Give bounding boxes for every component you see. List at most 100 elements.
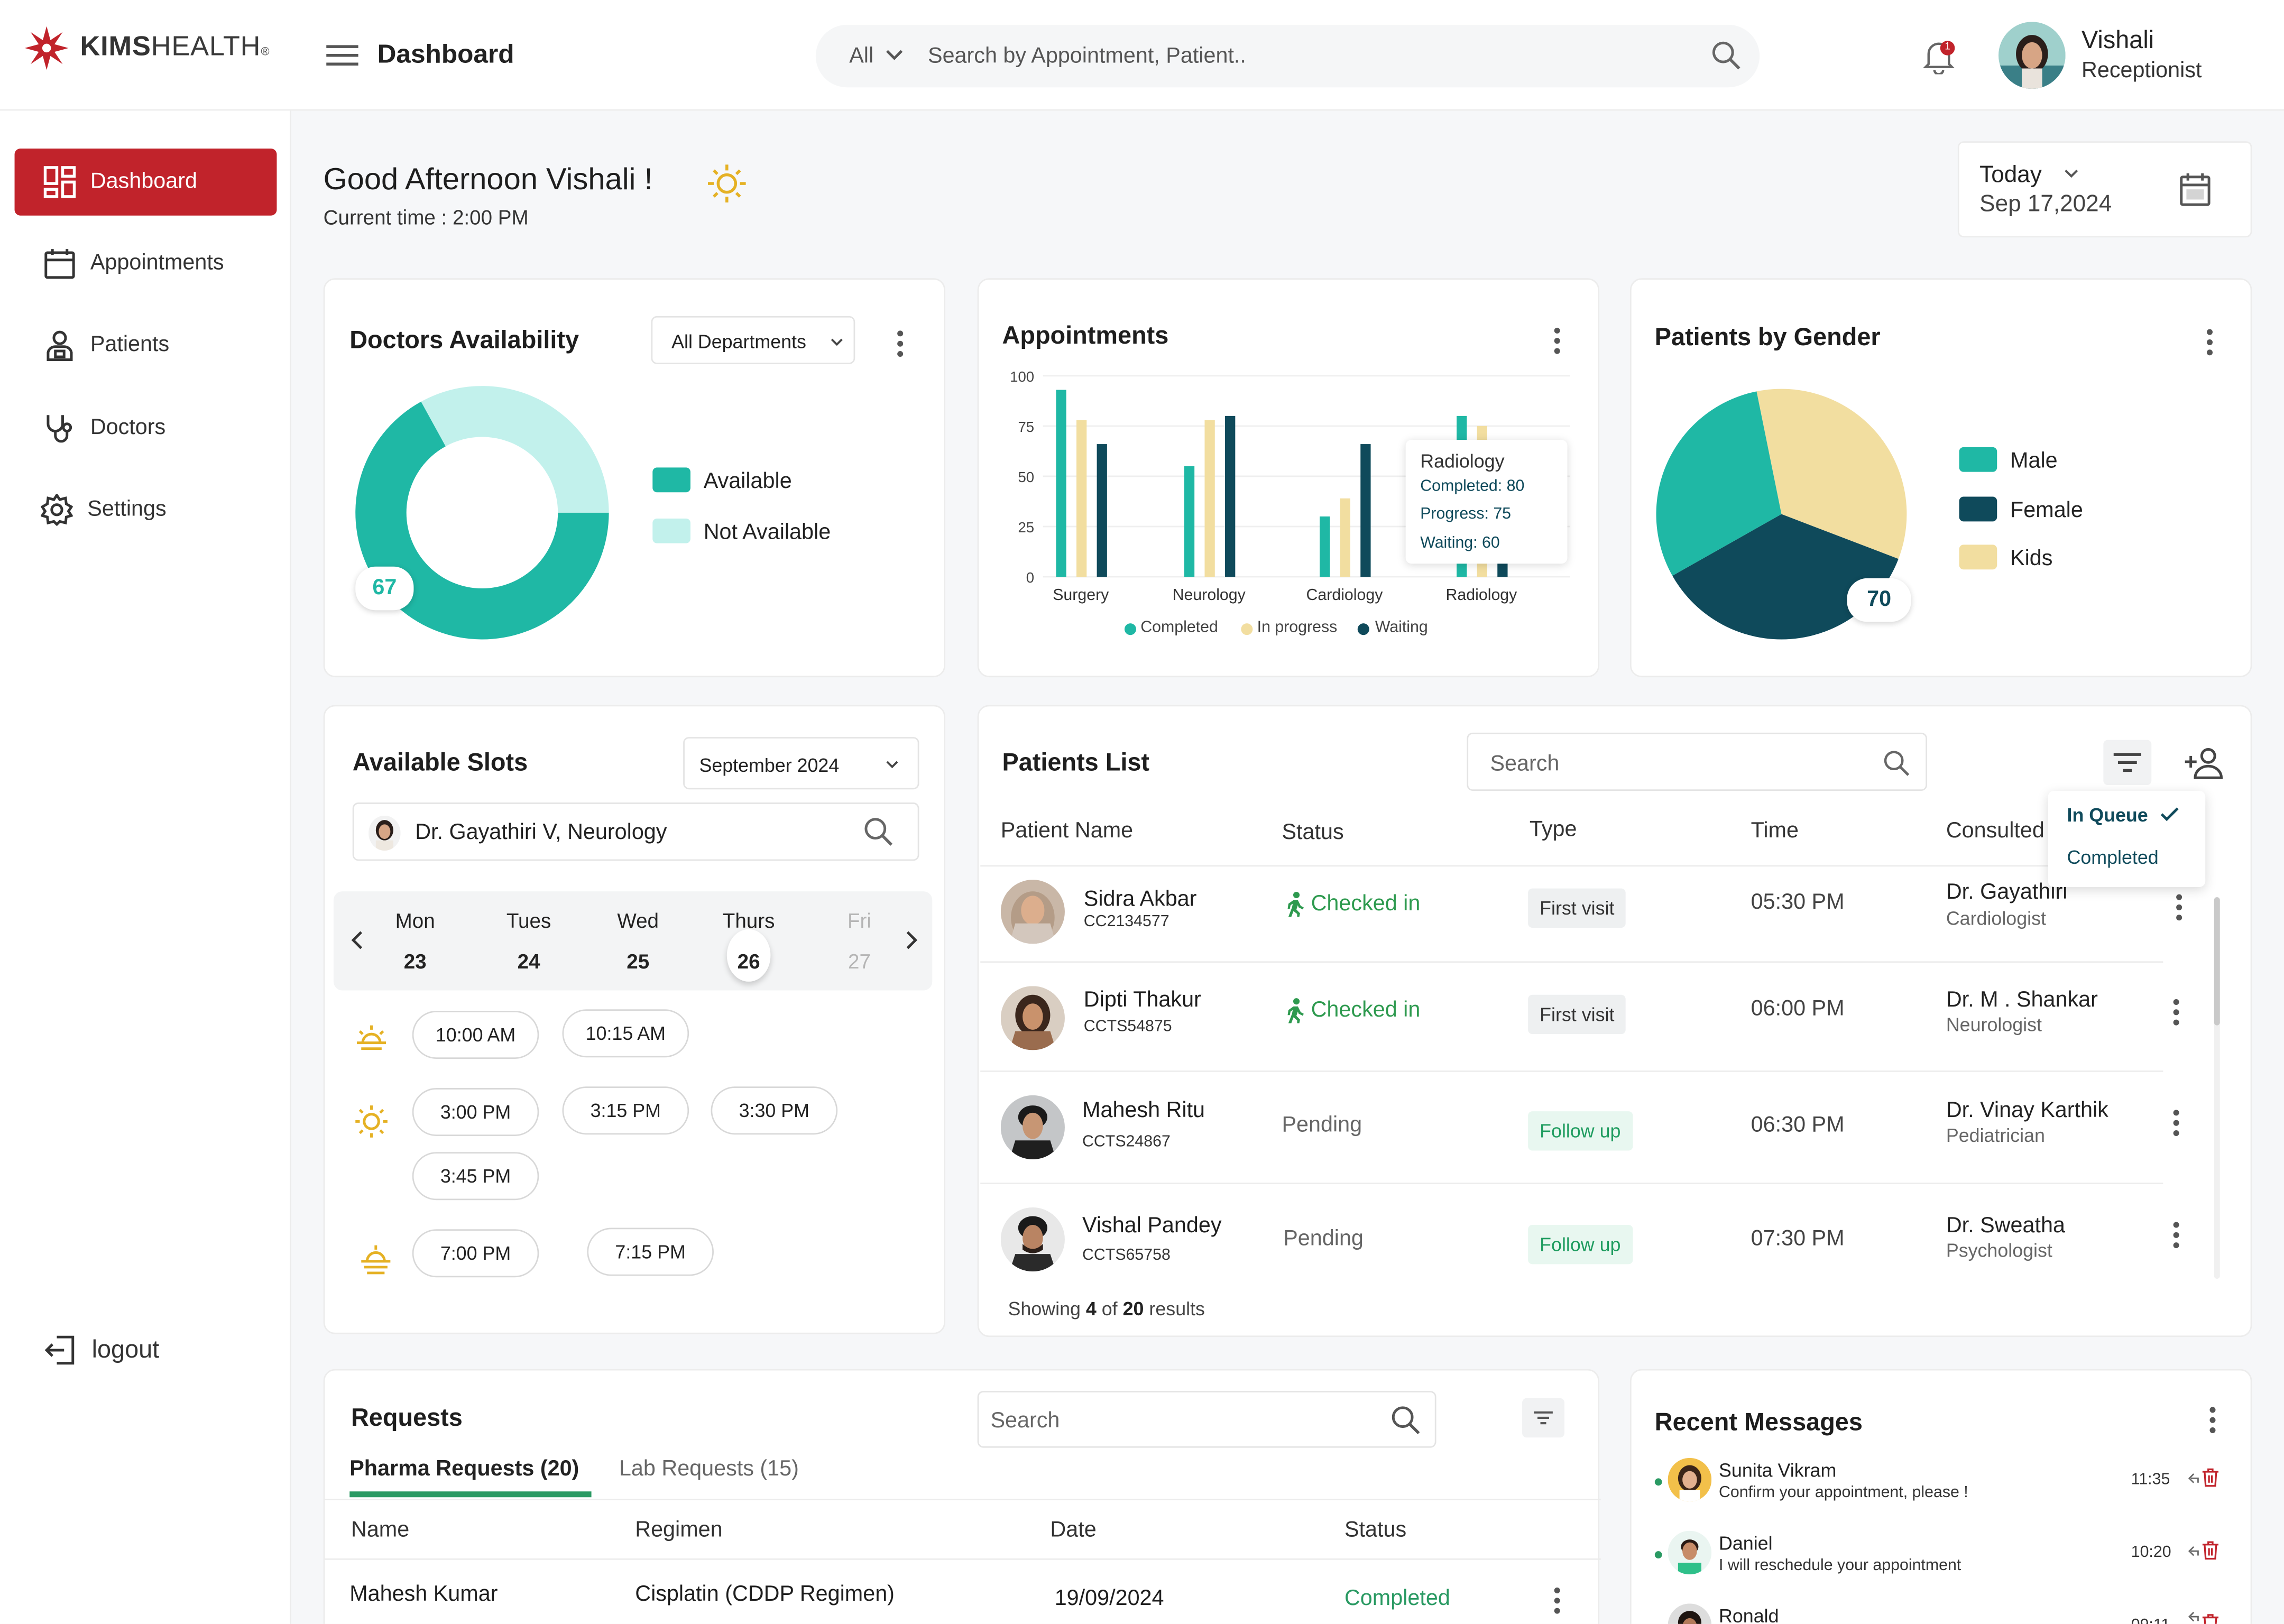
request-patient-name: Mahesh Kumar xyxy=(349,1582,498,1607)
pie-slice-female[interactable] xyxy=(1672,514,1899,640)
reply-icon[interactable] xyxy=(2188,1609,2199,1622)
reply-icon[interactable] xyxy=(2188,1471,2199,1484)
patient-name[interactable]: Sidra Akbar xyxy=(1083,887,1197,912)
sidebar-item-dashboard[interactable]: Dashboard xyxy=(14,149,277,216)
patients-search-input[interactable]: Search xyxy=(1490,751,1560,777)
column-header[interactable]: Patient Name xyxy=(1000,818,1134,844)
day-number[interactable]: 27 xyxy=(848,949,871,973)
requests-search-input[interactable]: Search xyxy=(990,1408,1060,1434)
filter-option-in-queue[interactable]: In Queue xyxy=(2067,804,2148,826)
patients-search[interactable]: Search xyxy=(1467,732,1927,791)
delete-icon[interactable] xyxy=(2202,1614,2219,1624)
more-options-icon[interactable] xyxy=(897,330,904,361)
date-picker[interactable]: Today Sep 17,2024 xyxy=(1957,141,2252,238)
sender-name[interactable]: Sunita Vikram xyxy=(1719,1459,1837,1481)
requests-filter-button[interactable] xyxy=(1522,1398,1564,1438)
bar-neurology-in-progress[interactable] xyxy=(1204,420,1215,577)
sidebar-item-doctors[interactable]: Doctors xyxy=(15,395,277,462)
sender-name[interactable]: Ronald xyxy=(1719,1605,1779,1624)
column-header[interactable]: Status xyxy=(1344,1517,1407,1543)
scrollbar-track[interactable] xyxy=(2214,897,2220,1279)
column-header[interactable]: Date xyxy=(1050,1517,1097,1543)
search-input[interactable]: Search by Appointment, Patient.. xyxy=(927,43,1246,69)
patient-name[interactable]: Dipti Thakur xyxy=(1083,987,1201,1012)
time-slot[interactable]: 3:30 PM xyxy=(711,1086,838,1135)
day-name[interactable]: Wed xyxy=(617,909,659,933)
day-name[interactable]: Mon xyxy=(395,909,435,933)
day-number[interactable]: 23 xyxy=(403,949,427,973)
pie-slice-kids[interactable] xyxy=(1756,389,1907,559)
day-number-selected[interactable]: 26 xyxy=(737,949,760,973)
time-slot[interactable]: 3:45 PM xyxy=(412,1152,539,1201)
column-header[interactable]: Status xyxy=(1282,820,1344,845)
day-name[interactable]: Fri xyxy=(847,909,871,933)
reply-icon[interactable] xyxy=(2188,1544,2199,1557)
chevron-left-icon[interactable] xyxy=(351,931,363,950)
sidebar-item-settings[interactable]: Settings xyxy=(15,476,277,543)
bar-neurology-waiting[interactable] xyxy=(1225,416,1236,577)
search-icon[interactable] xyxy=(1391,1406,1420,1435)
pie-slice-male[interactable] xyxy=(1656,391,1782,576)
user-avatar[interactable] xyxy=(1998,22,2066,89)
time-slot[interactable]: 7:00 PM xyxy=(412,1229,539,1278)
sender-name[interactable]: Daniel xyxy=(1719,1532,1773,1554)
x-tick-label: Surgery xyxy=(1053,586,1109,604)
row-more-options-icon[interactable] xyxy=(1554,1588,1560,1618)
patients-count-badge: 70 xyxy=(1847,578,1911,622)
bar-surgery-completed[interactable] xyxy=(1056,390,1066,577)
column-header[interactable]: Consulted xyxy=(1946,818,2044,844)
current-time: Current time : 2:00 PM xyxy=(323,205,529,229)
patient-name[interactable]: Mahesh Ritu xyxy=(1082,1098,1205,1123)
doctor-search[interactable]: Dr. Gayathiri V, Neurology xyxy=(352,802,919,861)
time-slot[interactable]: 10:00 AM xyxy=(412,1011,539,1059)
scrollbar-thumb[interactable] xyxy=(2214,897,2220,1026)
filter-button[interactable] xyxy=(2103,740,2152,785)
time-slot[interactable]: 3:15 PM xyxy=(562,1086,689,1135)
bar-cardiology-waiting[interactable] xyxy=(1360,444,1371,577)
column-header[interactable]: Type xyxy=(1529,817,1577,842)
bar-cardiology-completed[interactable] xyxy=(1320,516,1330,577)
day-number[interactable]: 25 xyxy=(627,949,650,973)
time-slot[interactable]: 10:15 AM xyxy=(562,1009,689,1058)
patient-name[interactable]: Vishal Pandey xyxy=(1082,1213,1222,1238)
month-select[interactable]: September 2024 xyxy=(683,737,919,790)
bar-surgery-in-progress[interactable] xyxy=(1076,420,1087,577)
tab-lab-requests[interactable]: Lab Requests (15) xyxy=(619,1456,799,1481)
global-search[interactable]: All Search by Appointment, Patient.. xyxy=(815,24,1760,88)
delete-icon[interactable] xyxy=(2202,1541,2219,1560)
logout-button[interactable]: logout xyxy=(15,1317,277,1384)
menu-icon[interactable] xyxy=(326,44,358,67)
row-more-options-icon[interactable] xyxy=(2173,1222,2179,1253)
search-icon[interactable] xyxy=(1711,41,1740,70)
sidebar-item-patients[interactable]: Patients xyxy=(15,312,277,379)
search-icon[interactable] xyxy=(1883,750,1910,777)
day-number[interactable]: 24 xyxy=(517,949,540,973)
tab-pharma-requests[interactable]: Pharma Requests (20) xyxy=(349,1456,579,1481)
search-icon[interactable] xyxy=(864,817,893,846)
row-more-options-icon[interactable] xyxy=(2173,1110,2179,1140)
column-header[interactable]: Time xyxy=(1751,818,1799,844)
column-header[interactable]: Name xyxy=(351,1517,410,1543)
row-more-options-icon[interactable] xyxy=(2173,999,2179,1030)
search-scope-select[interactable]: All xyxy=(849,43,874,69)
row-more-options-icon[interactable] xyxy=(2176,894,2182,925)
more-options-icon[interactable] xyxy=(2209,1407,2216,1437)
bar-cardiology-in-progress[interactable] xyxy=(1340,498,1350,577)
more-options-icon[interactable] xyxy=(1554,327,1560,358)
bar-neurology-completed[interactable] xyxy=(1184,466,1195,577)
delete-icon[interactable] xyxy=(2202,1468,2219,1487)
time-slot[interactable]: 7:15 PM xyxy=(587,1228,714,1276)
filter-option-completed[interactable]: Completed xyxy=(2067,846,2159,869)
bar-surgery-waiting[interactable] xyxy=(1097,444,1107,577)
more-options-icon[interactable] xyxy=(2206,329,2213,360)
calendar-icon[interactable] xyxy=(2179,172,2212,207)
chevron-right-icon[interactable] xyxy=(906,931,918,950)
day-name[interactable]: Tues xyxy=(506,909,551,933)
day-name-selected[interactable]: Thurs xyxy=(722,909,775,933)
requests-search[interactable]: Search xyxy=(977,1391,1436,1448)
sidebar-item-appointments[interactable]: Appointments xyxy=(15,230,277,297)
department-select[interactable]: All Departments xyxy=(651,316,855,364)
column-header[interactable]: Regimen xyxy=(635,1517,723,1543)
time-slot[interactable]: 3:00 PM xyxy=(412,1088,539,1136)
add-patient-icon[interactable] xyxy=(2184,747,2224,779)
